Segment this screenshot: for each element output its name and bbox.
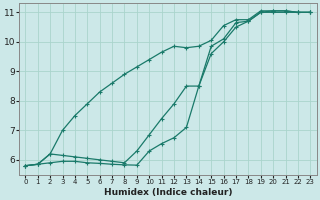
X-axis label: Humidex (Indice chaleur): Humidex (Indice chaleur) bbox=[104, 188, 232, 197]
